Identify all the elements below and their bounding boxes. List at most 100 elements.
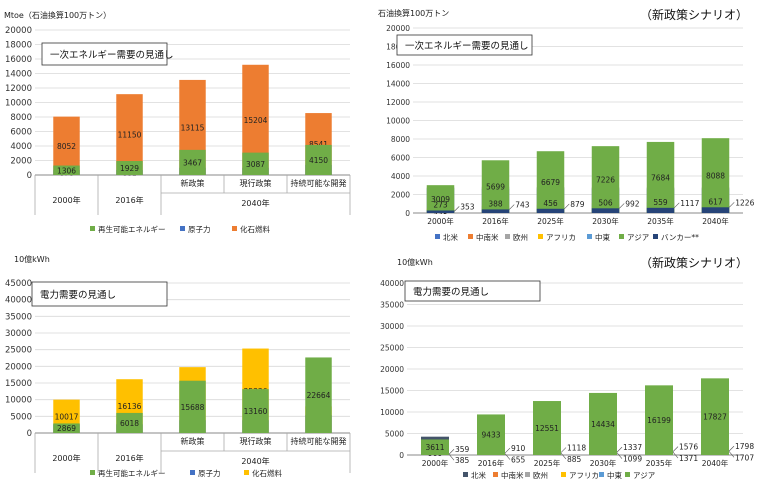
data-label: 1798 bbox=[735, 442, 754, 451]
chart-title: 一次エネルギー需要の見通し bbox=[50, 49, 174, 61]
data-label: 3009 bbox=[431, 195, 450, 204]
data-label: 12551 bbox=[535, 424, 559, 433]
x-tick-label: 2025年 bbox=[537, 216, 564, 226]
data-label: 1707 bbox=[735, 453, 754, 462]
data-label: 885 bbox=[567, 455, 582, 464]
bar-segment bbox=[53, 165, 80, 175]
bar-segment bbox=[477, 414, 505, 455]
data-label: 16199 bbox=[647, 416, 671, 425]
y-tick-label: 18000 bbox=[5, 41, 32, 51]
bar-segment bbox=[116, 161, 143, 175]
callout-line bbox=[728, 445, 735, 452]
legend-swatch bbox=[244, 470, 249, 475]
bar-segment bbox=[646, 207, 675, 213]
data-label: 1337 bbox=[623, 443, 642, 452]
legend-swatch bbox=[599, 472, 604, 477]
y-tick-label: 16000 bbox=[5, 55, 32, 65]
callout-line bbox=[564, 203, 570, 210]
chart-primary-energy-scenarios: 0 2000 4000 6000 8000 10000 12000 14000 16000 180… bbox=[4, 10, 351, 234]
x-tick-label: 2030年 bbox=[590, 458, 617, 468]
legend-label: 中南米 bbox=[501, 470, 524, 480]
y-tick-label: 25000 bbox=[380, 344, 404, 353]
x-tick-label: 持続可能な開発 bbox=[291, 436, 347, 446]
data-label: 7684 bbox=[651, 173, 670, 182]
bar-segment bbox=[305, 357, 332, 433]
x-tick-label: 2035年 bbox=[647, 216, 674, 226]
y-tick-label: 6000 bbox=[391, 154, 410, 163]
bar-segment bbox=[305, 144, 332, 175]
y-tick-label: 0 bbox=[27, 429, 32, 439]
callout-line bbox=[619, 203, 625, 209]
y-tick-label: 15000 bbox=[380, 387, 404, 396]
data-label: 1306 bbox=[57, 166, 76, 175]
data-label: 14434 bbox=[591, 420, 615, 429]
callout-line bbox=[728, 451, 735, 458]
x-tick-label: 2016年 bbox=[115, 453, 143, 463]
data-label: 3087 bbox=[246, 160, 265, 169]
callout-line bbox=[616, 446, 623, 453]
chart-title: 一次エネルギー需要の見通し bbox=[405, 40, 529, 52]
legend-swatch bbox=[90, 470, 95, 475]
data-label: 1118 bbox=[567, 444, 586, 453]
y-tick-label: 45000 bbox=[5, 279, 32, 289]
bar-segment bbox=[591, 208, 620, 213]
data-label: 353 bbox=[460, 202, 475, 211]
chart-title-box bbox=[41, 42, 168, 66]
bar-segment bbox=[533, 401, 561, 455]
x-tick-label: 2040年 bbox=[702, 458, 729, 468]
legend-label: 中東 bbox=[595, 232, 610, 242]
x-tick-label: 2000年 bbox=[52, 453, 80, 463]
legend-swatch bbox=[525, 472, 530, 477]
legend-swatch bbox=[232, 226, 237, 231]
x-tick-label: 2016年 bbox=[115, 195, 143, 205]
data-label: 743 bbox=[515, 201, 530, 210]
y-tick-label: 35000 bbox=[380, 301, 404, 310]
y-tick-label: 20000 bbox=[5, 362, 32, 372]
y-tick-label: 2000 bbox=[391, 191, 410, 200]
data-label: 3467 bbox=[183, 158, 202, 167]
bar-segment bbox=[536, 151, 565, 213]
bar-segment bbox=[701, 207, 730, 213]
y-tick-label: 12000 bbox=[386, 98, 410, 107]
data-label: 5699 bbox=[486, 183, 505, 192]
x-tick-label: 2035年 bbox=[646, 458, 673, 468]
y-tick-label: 12000 bbox=[5, 84, 32, 94]
data-label: 559 bbox=[653, 198, 668, 207]
legend-label: 中南米 bbox=[476, 232, 499, 242]
data-label: 617 bbox=[708, 197, 723, 206]
legend-label: 欧州 bbox=[513, 232, 528, 242]
bar-segment bbox=[53, 116, 80, 175]
data-label: 388 bbox=[488, 199, 503, 208]
legend-label: 欧州 bbox=[533, 470, 548, 480]
legend-label: 原子力 bbox=[188, 224, 211, 234]
y-tick-label: 10000 bbox=[380, 408, 404, 417]
bar-segment bbox=[481, 160, 510, 213]
y-tick-label: 40000 bbox=[5, 296, 32, 306]
data-label: 9433 bbox=[481, 431, 500, 440]
callout-line bbox=[504, 453, 511, 460]
callout-line bbox=[560, 447, 567, 453]
y-tick-label: 30000 bbox=[5, 329, 32, 339]
data-label: 6018 bbox=[120, 419, 139, 428]
y-tick-label: 20000 bbox=[5, 26, 32, 36]
legend-swatch bbox=[180, 226, 185, 231]
x-tick-label: 持続可能な開発 bbox=[291, 178, 347, 188]
callout-line bbox=[509, 204, 515, 210]
y-tick-label: 10000 bbox=[386, 117, 410, 126]
legend-label: 北米 bbox=[471, 470, 486, 480]
bar-segment bbox=[536, 208, 565, 213]
y-tick-label: 4000 bbox=[10, 142, 32, 152]
y-tick-label: 10000 bbox=[5, 99, 32, 109]
bar-segment bbox=[421, 439, 449, 455]
data-label: 16136 bbox=[118, 402, 142, 411]
y-tick-label: 0 bbox=[399, 451, 404, 460]
data-label: 910 bbox=[511, 444, 526, 453]
y-tick-label: 14000 bbox=[386, 80, 410, 89]
data-label: 4150 bbox=[309, 156, 328, 165]
bar-segment bbox=[645, 385, 673, 455]
x-tick-label: 2000年 bbox=[427, 216, 454, 226]
y-tick-label: 8000 bbox=[391, 135, 410, 144]
data-label: 13115 bbox=[181, 123, 205, 132]
data-label: 1117 bbox=[680, 199, 699, 208]
y-axis-label: 10億kWh bbox=[14, 254, 50, 264]
